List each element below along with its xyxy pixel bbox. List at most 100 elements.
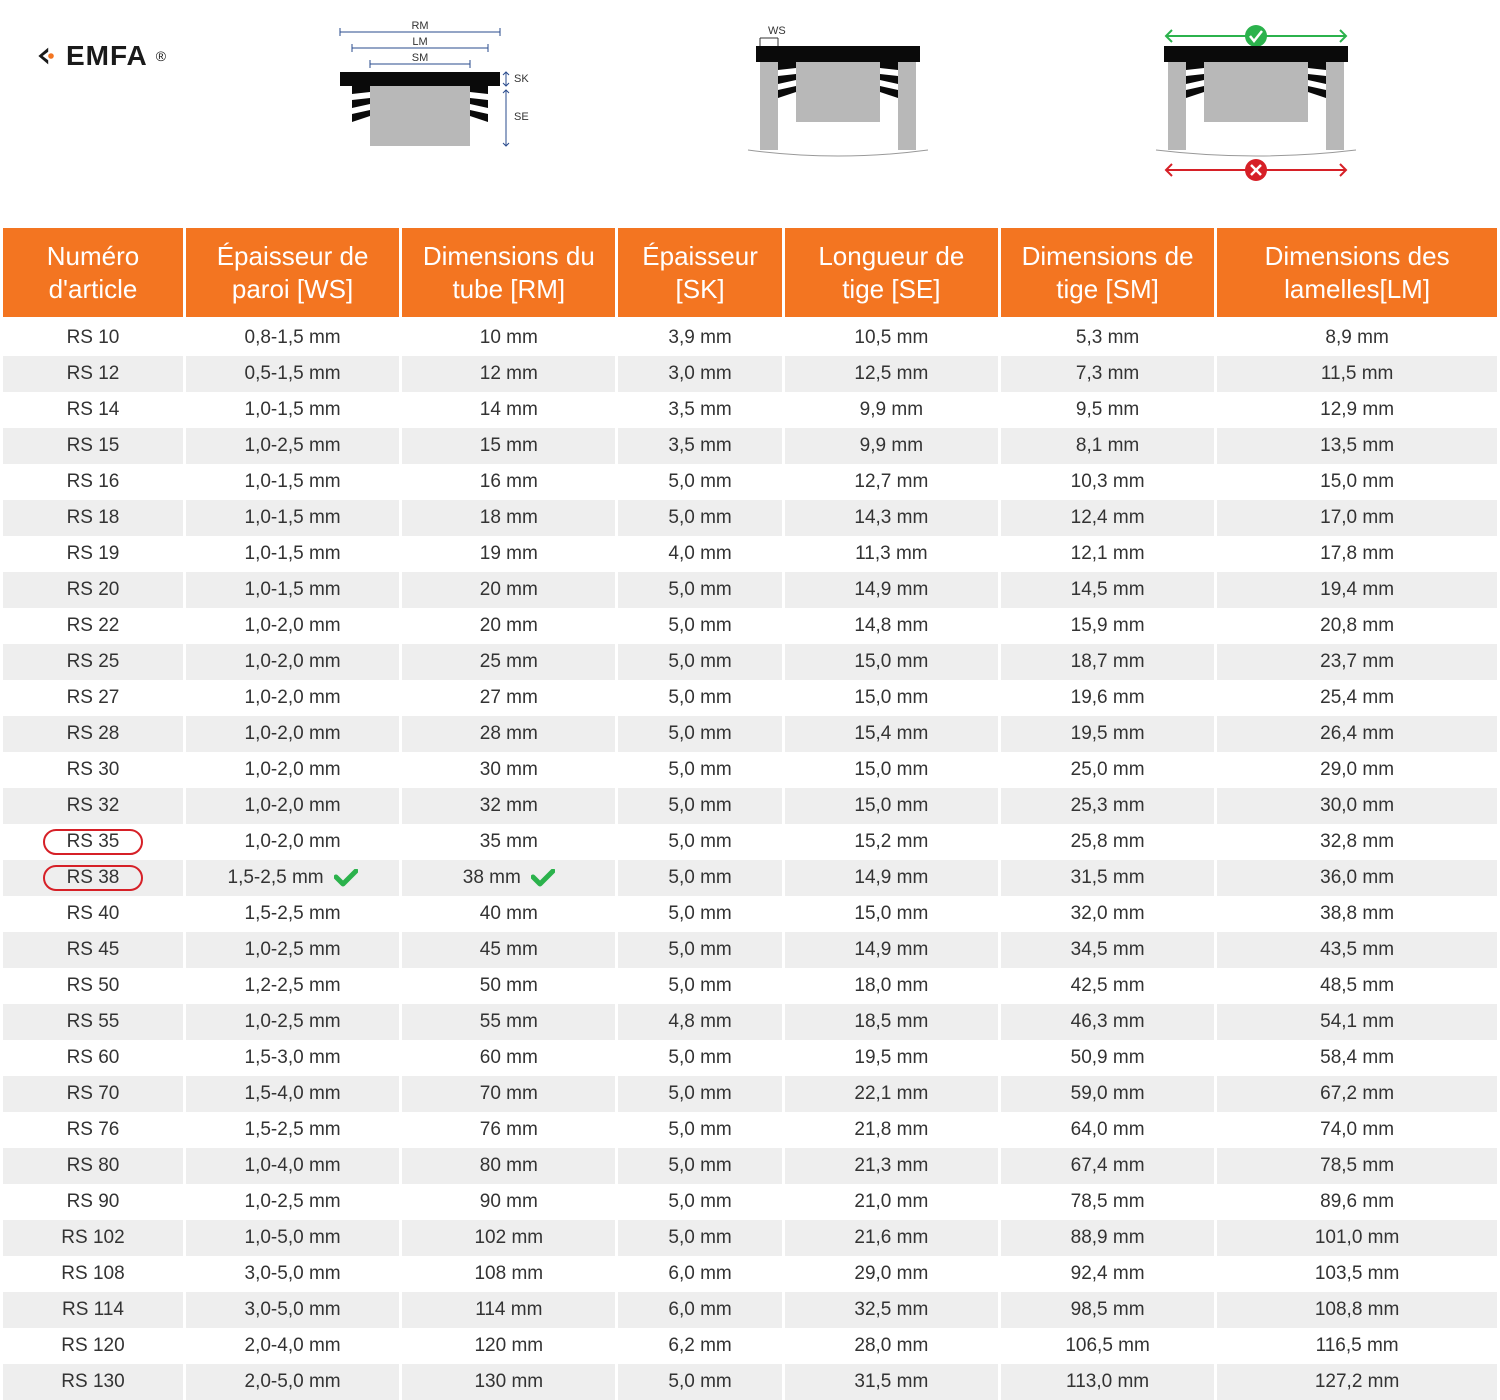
- table-row: RS 701,5-4,0 mm70 mm5,0 mm22,1 mm59,0 mm…: [2, 1076, 1499, 1112]
- table-cell: 40 mm: [401, 896, 617, 932]
- table-cell: 5,0 mm: [617, 860, 783, 896]
- table-cell: 106,5 mm: [999, 1328, 1215, 1364]
- table-cell: 18 mm: [401, 500, 617, 536]
- table-cell: 5,0 mm: [617, 1220, 783, 1256]
- column-header: Numérod'article: [2, 227, 185, 319]
- table-cell: 32,5 mm: [783, 1292, 999, 1328]
- table-cell: 35 mm: [401, 824, 617, 860]
- table-cell: RS 27: [2, 680, 185, 716]
- table-cell: RS 20: [2, 572, 185, 608]
- diagram-correct-incorrect: [1146, 20, 1366, 195]
- table-cell: 2,0-4,0 mm: [184, 1328, 400, 1364]
- table-cell: 5,3 mm: [999, 319, 1215, 357]
- table-cell: 5,0 mm: [617, 1148, 783, 1184]
- table-cell: 89,6 mm: [1216, 1184, 1499, 1220]
- table-row: RS 1083,0-5,0 mm108 mm6,0 mm29,0 mm92,4 …: [2, 1256, 1499, 1292]
- table-row: RS 301,0-2,0 mm30 mm5,0 mm15,0 mm25,0 mm…: [2, 752, 1499, 788]
- table-cell: 130 mm: [401, 1364, 617, 1400]
- table-cell: 3,0-5,0 mm: [184, 1256, 400, 1292]
- column-header: Dimensions dutube [RM]: [401, 227, 617, 319]
- table-cell: 32,0 mm: [999, 896, 1215, 932]
- table-cell: 15,9 mm: [999, 608, 1215, 644]
- table-cell: 21,3 mm: [783, 1148, 999, 1184]
- table-row: RS 161,0-1,5 mm16 mm5,0 mm12,7 mm10,3 mm…: [2, 464, 1499, 500]
- table-cell: 67,4 mm: [999, 1148, 1215, 1184]
- column-header: Longueur detige [SE]: [783, 227, 999, 319]
- table-cell: RS 25: [2, 644, 185, 680]
- table-cell: RS 30: [2, 752, 185, 788]
- table-cell: 1,0-2,0 mm: [184, 680, 400, 716]
- table-cell: 6,2 mm: [617, 1328, 783, 1364]
- table-cell: 5,0 mm: [617, 1184, 783, 1220]
- table-row: RS 181,0-1,5 mm18 mm5,0 mm14,3 mm12,4 mm…: [2, 500, 1499, 536]
- table-cell: 1,0-1,5 mm: [184, 536, 400, 572]
- table-cell: 5,0 mm: [617, 464, 783, 500]
- table-cell: 11,3 mm: [783, 536, 999, 572]
- column-header: Dimensions deslamelles[LM]: [1216, 227, 1499, 319]
- table-cell: 21,6 mm: [783, 1220, 999, 1256]
- table-cell: 0,8-1,5 mm: [184, 319, 400, 357]
- table-cell: 6,0 mm: [617, 1256, 783, 1292]
- diagram-dimensions: RM LM SM: [310, 20, 530, 175]
- technical-diagrams: RM LM SM: [206, 20, 1470, 195]
- label-lm: LM: [412, 36, 427, 48]
- table-cell: 0,5-1,5 mm: [184, 356, 400, 392]
- table-cell: 31,5 mm: [783, 1364, 999, 1400]
- table-cell: 58,4 mm: [1216, 1040, 1499, 1076]
- table-cell: 1,5-3,0 mm: [184, 1040, 400, 1076]
- table-cell: RS 40: [2, 896, 185, 932]
- table-cell: 5,0 mm: [617, 824, 783, 860]
- table-cell: 13,5 mm: [1216, 428, 1499, 464]
- table-cell: 14,5 mm: [999, 572, 1215, 608]
- table-row: RS 401,5-2,5 mm40 mm5,0 mm15,0 mm32,0 mm…: [2, 896, 1499, 932]
- table-cell: 17,0 mm: [1216, 500, 1499, 536]
- table-row: RS 120,5-1,5 mm12 mm3,0 mm12,5 mm7,3 mm1…: [2, 356, 1499, 392]
- table-cell: 102 mm: [401, 1220, 617, 1256]
- table-cell: 5,0 mm: [617, 968, 783, 1004]
- table-cell: RS 28: [2, 716, 185, 752]
- table-cell: 76 mm: [401, 1112, 617, 1148]
- table-cell: 3,5 mm: [617, 428, 783, 464]
- check-icon: [531, 869, 555, 887]
- table-cell: 20 mm: [401, 608, 617, 644]
- table-cell: 5,0 mm: [617, 752, 783, 788]
- table-cell: 90 mm: [401, 1184, 617, 1220]
- label-sm: SM: [412, 52, 429, 64]
- column-header: Épaisseur[SK]: [617, 227, 783, 319]
- table-cell: 12,7 mm: [783, 464, 999, 500]
- table-row: RS 451,0-2,5 mm45 mm5,0 mm14,9 mm34,5 mm…: [2, 932, 1499, 968]
- table-cell: 1,0-1,5 mm: [184, 392, 400, 428]
- table-cell: 3,0 mm: [617, 356, 783, 392]
- table-cell: 3,0-5,0 mm: [184, 1292, 400, 1328]
- table-cell: RS 114: [2, 1292, 185, 1328]
- table-row: RS 281,0-2,0 mm28 mm5,0 mm15,4 mm19,5 mm…: [2, 716, 1499, 752]
- table-cell: RS 35: [2, 824, 185, 860]
- table-cell: 1,2-2,5 mm: [184, 968, 400, 1004]
- table-row: RS 761,5-2,5 mm76 mm5,0 mm21,8 mm64,0 mm…: [2, 1112, 1499, 1148]
- table-cell: 10,3 mm: [999, 464, 1215, 500]
- table-cell: 14 mm: [401, 392, 617, 428]
- table-row: RS 351,0-2,0 mm35 mm5,0 mm15,2 mm25,8 mm…: [2, 824, 1499, 860]
- table-cell: 23,7 mm: [1216, 644, 1499, 680]
- table-cell: 1,0-1,5 mm: [184, 464, 400, 500]
- table-cell: 14,9 mm: [783, 572, 999, 608]
- table-cell: 1,5-4,0 mm: [184, 1076, 400, 1112]
- table-cell: 5,0 mm: [617, 932, 783, 968]
- table-cell: RS 18: [2, 500, 185, 536]
- table-cell: 59,0 mm: [999, 1076, 1215, 1112]
- label-sk: SK: [514, 73, 529, 85]
- table-cell: 113,0 mm: [999, 1364, 1215, 1400]
- table-row: RS 551,0-2,5 mm55 mm4,8 mm18,5 mm46,3 mm…: [2, 1004, 1499, 1040]
- table-cell: 30,0 mm: [1216, 788, 1499, 824]
- table-cell: 3,9 mm: [617, 319, 783, 357]
- table-cell: 12,5 mm: [783, 356, 999, 392]
- table-cell: 64,0 mm: [999, 1112, 1215, 1148]
- table-cell: 8,1 mm: [999, 428, 1215, 464]
- table-cell: 5,0 mm: [617, 1364, 783, 1400]
- table-cell: RS 90: [2, 1184, 185, 1220]
- table-cell: 5,0 mm: [617, 896, 783, 932]
- table-cell: 19,5 mm: [783, 1040, 999, 1076]
- table-cell: 5,0 mm: [617, 572, 783, 608]
- table-cell: 38,8 mm: [1216, 896, 1499, 932]
- table-cell: 25 mm: [401, 644, 617, 680]
